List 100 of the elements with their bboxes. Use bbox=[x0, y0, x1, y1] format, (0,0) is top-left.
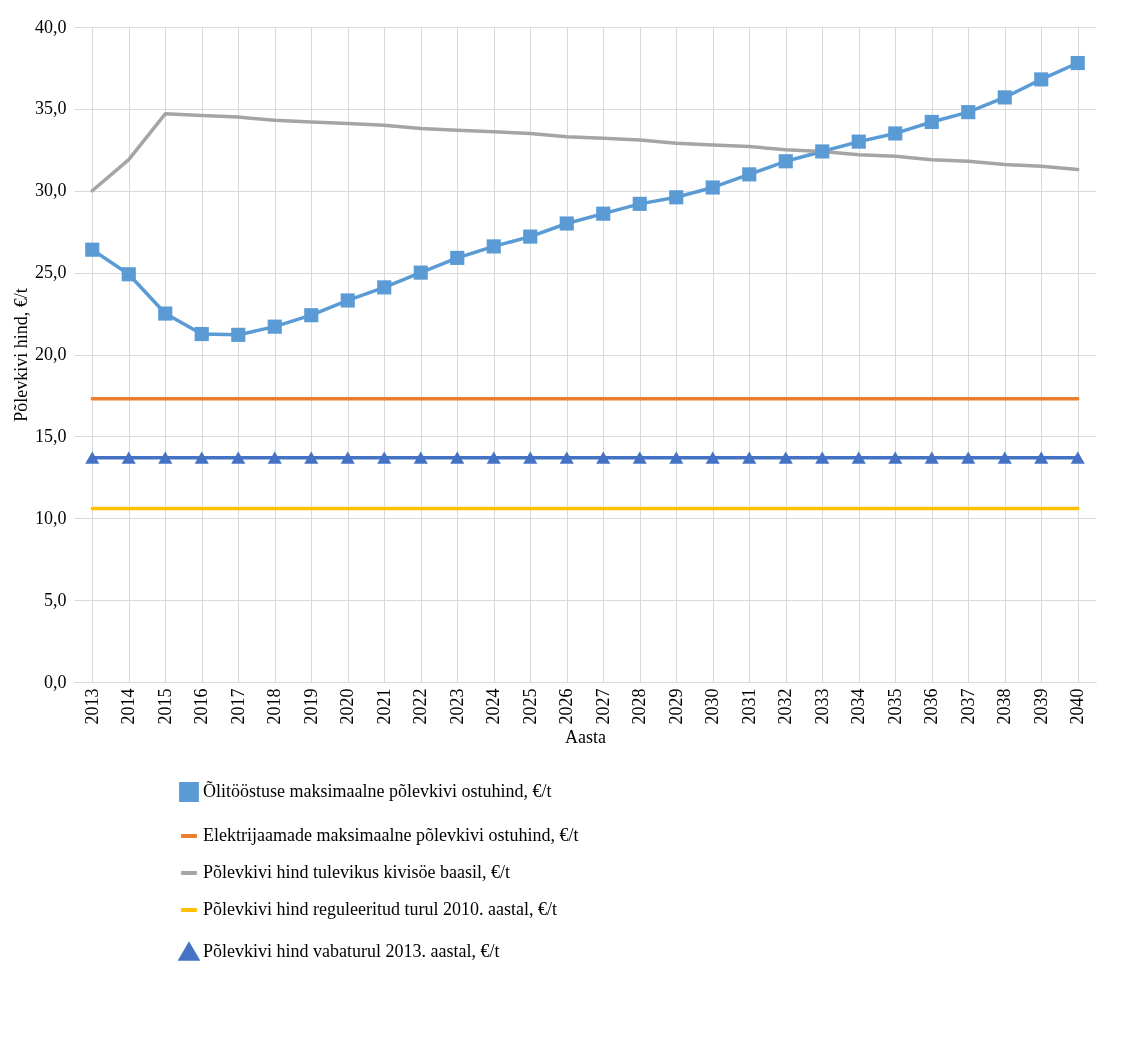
point bbox=[523, 229, 538, 244]
point bbox=[851, 451, 866, 464]
point bbox=[340, 293, 355, 308]
point bbox=[1070, 55, 1085, 71]
point bbox=[888, 126, 903, 141]
x-tick-label: 2035 bbox=[884, 688, 905, 725]
point bbox=[158, 451, 173, 464]
x-tick-label: 2018 bbox=[264, 688, 285, 725]
point bbox=[559, 216, 574, 231]
x-tick-label: 2029 bbox=[665, 688, 686, 725]
x-tick-label: 2022 bbox=[410, 688, 431, 725]
y-tick-label: 0,0 bbox=[44, 671, 67, 692]
y-axis-title: Põlevkivi hind, €/t bbox=[11, 288, 31, 422]
point bbox=[194, 326, 209, 342]
point bbox=[450, 250, 465, 265]
y-tick-label: 25,0 bbox=[35, 262, 67, 283]
point bbox=[778, 451, 793, 464]
point bbox=[158, 306, 173, 321]
point bbox=[815, 144, 830, 159]
point bbox=[1070, 451, 1085, 464]
x-tick-label: 2025 bbox=[519, 688, 540, 725]
x-tick-label: 2031 bbox=[738, 688, 759, 725]
point bbox=[705, 451, 720, 464]
line-series bbox=[90, 112, 1080, 193]
point bbox=[742, 451, 757, 464]
x-tick-label: 2017 bbox=[227, 688, 248, 725]
x-tick-label: 2037 bbox=[957, 688, 978, 725]
legend-label: Õlitööstuse maksimaalne põlevkivi ostuhind, €/t bbox=[203, 780, 552, 801]
x-tick-label: 2030 bbox=[702, 688, 723, 725]
x-tick-label: 2019 bbox=[300, 688, 321, 725]
x-tick-label: 2027 bbox=[592, 688, 613, 725]
point bbox=[815, 451, 830, 464]
x-tick-label: 2028 bbox=[629, 688, 650, 725]
point bbox=[669, 190, 684, 205]
x-tick-label: 2013 bbox=[81, 688, 102, 725]
x-tick-label: 2016 bbox=[191, 688, 212, 725]
point bbox=[669, 451, 684, 464]
point bbox=[231, 451, 246, 464]
point bbox=[121, 451, 136, 464]
x-tick-label: 2014 bbox=[118, 688, 139, 725]
point bbox=[377, 451, 392, 464]
x-tick-label: 2032 bbox=[775, 688, 796, 725]
x-tick-label: 2039 bbox=[1030, 688, 1051, 725]
x-tick-label: 2020 bbox=[337, 688, 358, 725]
point bbox=[486, 451, 501, 464]
x-tick-label: 2021 bbox=[373, 688, 394, 725]
legend-label: Elektrijaamade maksimaalne põlevkivi ostuhind, €/t bbox=[203, 825, 579, 845]
point bbox=[450, 451, 465, 464]
x-tick-label: 2023 bbox=[446, 688, 467, 725]
x-axis-title: Aasta bbox=[565, 726, 606, 747]
x-tick-label: 2033 bbox=[811, 688, 832, 725]
x-tick-label: 2024 bbox=[483, 688, 504, 725]
legend-label: Põlevkivi hind reguleeritud turul 2010. aastal, €/t bbox=[203, 899, 557, 919]
point bbox=[194, 451, 209, 464]
legend-label: Põlevkivi hind vabaturul 2013. aastal, €/t bbox=[203, 941, 500, 961]
point bbox=[705, 180, 720, 195]
point bbox=[632, 196, 647, 211]
y-tick-label: 20,0 bbox=[35, 344, 67, 364]
point bbox=[742, 167, 757, 182]
point bbox=[924, 451, 939, 464]
point bbox=[267, 451, 282, 464]
point bbox=[888, 451, 903, 464]
point bbox=[340, 451, 355, 464]
point bbox=[1034, 72, 1049, 87]
x-tick-label: 2036 bbox=[921, 688, 942, 725]
point bbox=[596, 451, 611, 464]
point bbox=[1034, 451, 1049, 464]
point bbox=[851, 134, 866, 149]
point bbox=[304, 451, 319, 464]
point bbox=[961, 451, 976, 464]
point bbox=[231, 327, 246, 342]
x-tick-label: 2026 bbox=[556, 688, 577, 725]
x-tick-label: 2034 bbox=[848, 688, 869, 725]
y-tick-label: 15,0 bbox=[35, 425, 67, 446]
point bbox=[997, 90, 1012, 105]
point bbox=[377, 280, 392, 295]
x-tick-label: 2038 bbox=[994, 688, 1015, 725]
x-tick-label: 2015 bbox=[154, 688, 175, 725]
point bbox=[304, 308, 319, 323]
point bbox=[85, 242, 100, 257]
point bbox=[559, 451, 574, 464]
point bbox=[121, 267, 136, 282]
point bbox=[486, 239, 501, 254]
point bbox=[961, 105, 976, 120]
point bbox=[85, 451, 100, 464]
y-tick-label: 35,0 bbox=[35, 98, 67, 119]
legend-label: Põlevkivi hind tulevikus kivisöe baasil, €/t bbox=[203, 862, 510, 882]
point bbox=[778, 154, 793, 169]
point bbox=[997, 451, 1012, 464]
point bbox=[924, 114, 939, 130]
point bbox=[523, 451, 538, 464]
point bbox=[632, 451, 647, 464]
point bbox=[596, 206, 611, 221]
y-tick-label: 10,0 bbox=[35, 507, 67, 528]
y-tick-label: 5,0 bbox=[44, 589, 67, 610]
y-tick-label: 40,0 bbox=[35, 16, 67, 37]
y-tick-label: 30,0 bbox=[35, 180, 67, 201]
point bbox=[267, 319, 282, 334]
point bbox=[413, 451, 428, 464]
point bbox=[413, 265, 428, 280]
